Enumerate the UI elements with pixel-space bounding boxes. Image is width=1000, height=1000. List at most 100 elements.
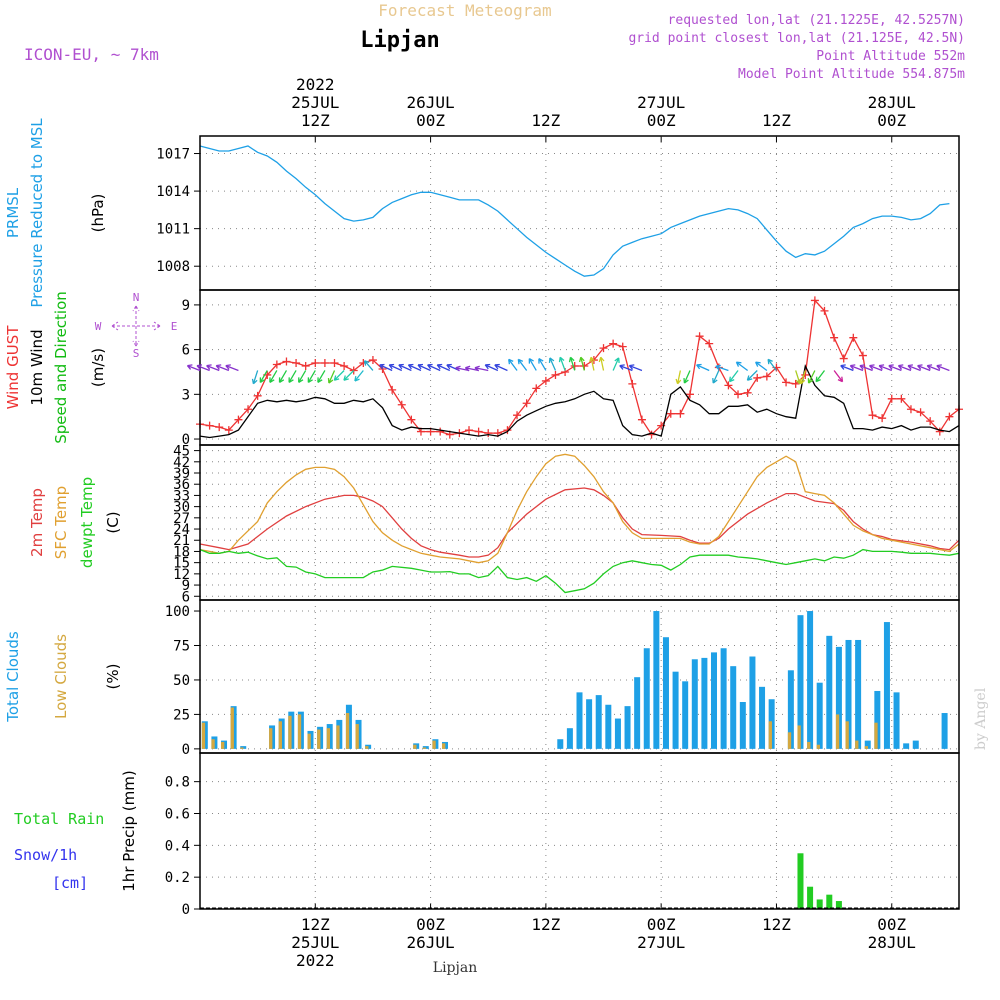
low-cloud-bar [787,732,792,749]
gust-marker [695,332,704,341]
gust-marker [234,415,243,424]
gust-marker [320,359,329,368]
panel-wind: 0 3 6 9 Wind GUST 10m Wind Speed and Direction… [4,289,963,448]
rain-bar [816,899,823,909]
gust-marker [724,381,733,390]
gust-marker [637,415,646,424]
rain-bar [835,901,842,909]
bottom-time-label: 00Z [877,915,906,934]
wind-arrow [628,364,643,372]
low-cloud-bar [336,725,340,749]
wind-arrow [436,363,451,372]
wind-arrow [186,364,201,372]
gust-marker [388,385,397,394]
wind-arrow [354,370,364,382]
gust-marker [224,426,233,435]
gust-marker [551,370,560,379]
low-cloud-bar [307,733,311,749]
low-cloud-bar [355,724,359,749]
y-tick-label: 1008 [156,259,190,275]
y-axis-label: 10m Wind [28,329,46,405]
low-cloud-bar [835,714,840,749]
wind-arrow [598,356,605,371]
gust-marker [926,417,935,426]
gust-marker [368,356,377,365]
wind-arrow [907,364,921,372]
top-time-label: 27JUL [637,93,685,112]
wind-arrow [807,370,816,384]
wind-arrow [568,356,576,371]
wind-arrow [548,357,557,371]
gust-marker [743,388,752,397]
precip-axis-label: 1hr Precip (mm) [120,770,138,891]
y-tick-label: 6 [182,589,190,605]
total-cloud-bar [874,690,881,749]
pressure-series-0 [199,145,950,277]
total-cloud-bar [624,706,631,749]
gust-marker [282,357,291,366]
y-tick-label: 1014 [156,184,190,200]
bottom-time-label: 12Z [531,915,560,934]
snow-unit-label: [cm] [52,874,88,892]
total-cloud-bar [672,671,679,749]
wind-arrow [619,364,633,372]
low-cloud-bar [269,728,273,749]
wind-arrow [926,364,941,372]
y-tick-label: 9 [182,298,190,314]
grid-point-coords: grid point closest lon,lat (21.125E, 42.… [628,31,965,46]
top-time-label: 28JUL [868,93,916,112]
gust-marker [522,399,531,408]
y-tick-label: 0.8 [165,775,190,791]
model-altitude: Model Point Altitude 554.875m [738,67,965,82]
gust-marker [215,423,224,432]
wind-arrow [474,365,489,372]
low-cloud-bar [413,744,417,749]
total-cloud-bar [557,739,564,749]
y-tick-label: 27 [173,511,190,527]
top-time-label: 12Z [762,111,791,130]
gust-marker [868,411,877,420]
y-axis-label: 2m Temp [28,488,46,557]
gust-marker [849,333,858,342]
wind-arrow [878,364,892,372]
wind-arrow [206,364,220,372]
gust-marker [878,414,887,423]
wind-arrow [840,364,854,372]
compass-s: S [133,347,140,360]
y-tick-label: 0 [182,742,190,758]
wind-arrow [417,363,431,372]
total-cloud-bar [941,713,948,749]
bottom-time-label: 2022 [296,951,335,970]
credit-label: by Angel [973,687,989,750]
low-cloud-bar [240,747,244,749]
low-cloud-bar [797,725,801,749]
low-cloud-bar [816,744,820,749]
bottom-time-label: 12Z [301,915,330,934]
gust-marker [474,427,483,436]
gust-marker [349,366,358,375]
total-cloud-bar [759,686,766,749]
low-cloud-bar [807,741,811,749]
gust-marker [532,384,541,393]
gust-marker [503,426,512,435]
snow-label: Snow/1h [14,846,77,864]
panel-clouds: 0 25 50 75 100 Total Clouds Low Clouds (%) [4,599,960,758]
top-time-label: 25JUL [291,93,339,112]
wind-arrow [196,364,210,372]
rain-bar [797,853,804,909]
wind-arrow [517,358,528,371]
compass-w: W [95,320,102,333]
gust-marker [810,296,819,305]
y-axis-label: SFC Temp [52,486,70,559]
gust-marker [830,333,839,342]
gust-marker [465,426,474,435]
panel-frame [199,752,960,910]
gust-marker [753,373,762,382]
wind-arrow [288,370,297,383]
total-cloud-bar [739,702,746,749]
wind-arrow [897,364,912,372]
location-title: Lipjan [360,28,439,53]
rain-label: Total Rain [14,810,104,828]
